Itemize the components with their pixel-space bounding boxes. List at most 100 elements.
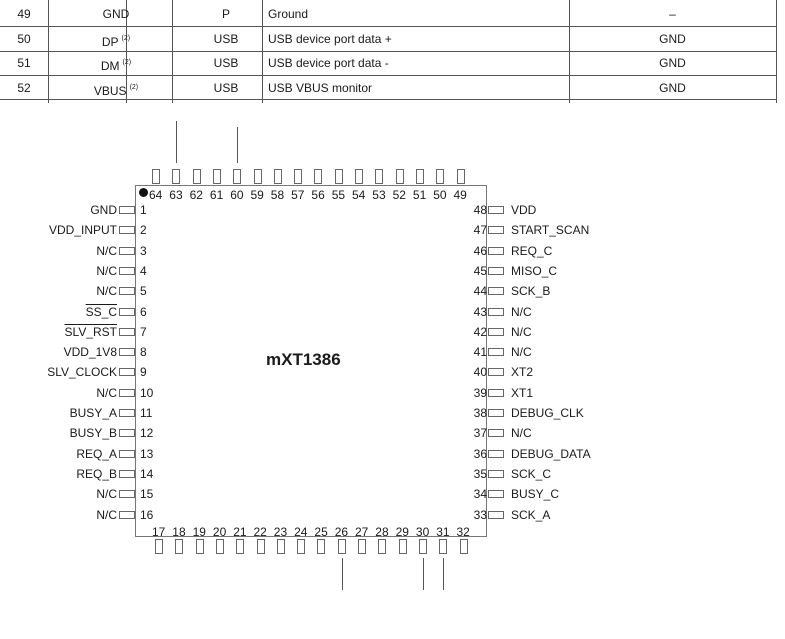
pin-number: 47	[473, 223, 487, 238]
table-cell-type: USB	[190, 27, 262, 51]
pin-number: 57	[291, 188, 305, 202]
pin-number: 56	[311, 188, 325, 202]
table-cell-type: USB	[190, 76, 262, 100]
pin-number: 9	[140, 365, 147, 380]
pin-lead	[488, 449, 504, 458]
table-cell-description: USB device port data +	[268, 27, 568, 51]
pin-lead	[119, 469, 135, 478]
table-row-divider	[0, 99, 776, 100]
pin-lead	[395, 169, 404, 184]
pin-number: 42	[473, 324, 487, 339]
pin-label: START_SCAN	[511, 223, 590, 238]
pin-number: 20	[212, 525, 227, 539]
cell-text: USB VBUS monitor	[268, 80, 373, 95]
pin-lead	[375, 169, 384, 184]
pin-number: 15	[140, 487, 154, 502]
pin-wire	[176, 121, 178, 163]
table-cell-description: Ground	[268, 2, 568, 26]
pin-label: VDD_1V8	[63, 345, 117, 360]
table-cell-connect: GND	[569, 27, 776, 51]
pin-wire	[341, 558, 343, 590]
pin-number: 38	[473, 406, 487, 420]
pin-number: 40	[473, 365, 487, 380]
pin-lead	[119, 409, 135, 417]
table-cell-name: VBUS (2)	[60, 76, 172, 100]
cell-text: –	[669, 7, 676, 21]
pin-lead	[488, 469, 504, 478]
pin-lead	[119, 206, 135, 214]
chip-name: mXT1386	[266, 350, 341, 369]
pin-number: 60	[230, 188, 244, 202]
pin-lead	[436, 169, 445, 184]
pin-lead	[155, 539, 163, 554]
pin-lead	[439, 539, 448, 554]
pin-lead	[488, 287, 504, 296]
pin-number: 34	[473, 487, 487, 502]
pin-label: N/C	[511, 304, 532, 319]
pin-number: 62	[189, 188, 203, 202]
pin-number: 30	[415, 525, 430, 539]
pin-lead	[294, 169, 303, 184]
cell-text: USB	[213, 80, 239, 95]
pin-number: 31	[436, 525, 450, 539]
pin-label: N/C	[96, 385, 117, 400]
cell-text: P	[221, 7, 230, 21]
table-row-divider	[0, 51, 776, 52]
pin-number: 61	[209, 188, 224, 202]
pin-label: REQ_A	[76, 446, 117, 461]
table-column-divider	[776, 0, 777, 103]
pin-wire	[237, 127, 239, 163]
table-cell-description: USB VBUS monitor	[268, 76, 568, 100]
table-cell-pin: 50	[0, 27, 48, 51]
pin-lead	[488, 409, 504, 417]
table-cell-connect: GND	[569, 51, 776, 75]
pin-lead	[488, 490, 504, 499]
pin-label: N/C	[96, 487, 117, 502]
pin-number: 23	[273, 525, 288, 539]
cell-text: 50	[17, 31, 31, 46]
table-row-divider	[0, 75, 776, 76]
pin-lead	[488, 388, 504, 397]
table-cell-description: USB device port data -	[268, 51, 568, 75]
pin-lead	[212, 169, 221, 184]
cell-text: DP	[101, 34, 119, 49]
table-column-divider	[569, 0, 570, 103]
pin-lead	[253, 169, 262, 184]
pin-number: 45	[473, 263, 487, 278]
pin-number: 12	[140, 426, 154, 441]
pin-number: 16	[140, 507, 154, 522]
pin-label: BUSY_A	[69, 406, 117, 420]
pin-label: REQ_C	[511, 243, 553, 258]
pin-number: 19	[192, 525, 206, 539]
pin-label: XT2	[511, 365, 534, 380]
cell-text: USB device port data +	[268, 31, 392, 46]
pin-lead	[418, 539, 427, 554]
table-row-divider	[0, 26, 776, 27]
pin-label: XT1	[511, 385, 534, 400]
pin-number: 27	[355, 525, 369, 539]
pin-label: N/C	[511, 345, 532, 360]
pin-label: SLV_RST	[64, 324, 117, 339]
pin-label: DEBUG_DATA	[511, 446, 591, 461]
pin-lead	[119, 246, 135, 255]
pin-number: 43	[473, 304, 487, 319]
pin-number: 22	[253, 525, 267, 539]
pin-number: 51	[412, 188, 427, 202]
pin-number: 3	[140, 243, 147, 258]
pin-number: 41	[473, 345, 487, 360]
cell-text: 51	[17, 56, 31, 70]
pin-label: VDD_INPUT	[48, 223, 117, 238]
pin-label: VDD	[511, 203, 537, 217]
pin-label: REQ_B	[76, 466, 117, 481]
pin-number: 52	[392, 188, 406, 202]
footnote-ref: (2)	[121, 34, 131, 42]
pin-lead	[488, 226, 504, 235]
table-cell-connect: –	[569, 2, 776, 26]
pin-lead	[276, 539, 285, 554]
cell-text: 52	[17, 80, 31, 95]
pin-lead	[119, 327, 135, 336]
pin-number: 10	[140, 385, 154, 400]
pin-number: 50	[433, 188, 447, 202]
pin-label: N/C	[511, 324, 532, 339]
footnote-ref: (2)	[129, 83, 139, 91]
